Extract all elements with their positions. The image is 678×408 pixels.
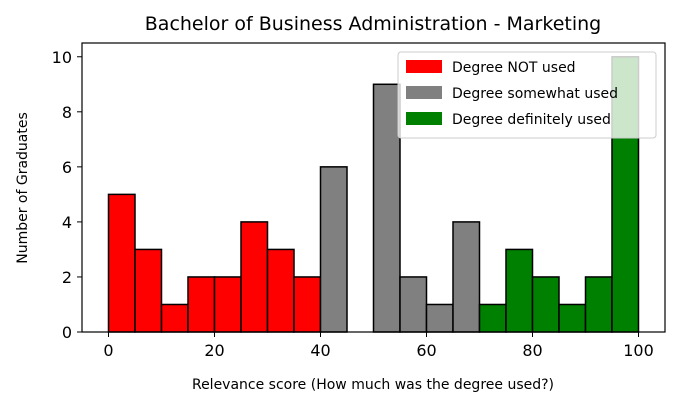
- bar: [478, 303, 507, 333]
- x-tick-label: 40: [310, 341, 330, 360]
- bar: [240, 221, 269, 333]
- y-tick-label: 0: [62, 323, 72, 342]
- bar: [107, 193, 136, 333]
- bar: [319, 166, 348, 333]
- legend-swatch: [406, 86, 442, 99]
- x-axis: 0 20 40 60 80 100: [103, 332, 654, 360]
- y-tick-label: 6: [62, 158, 72, 177]
- y-axis-label: Number of Graduates: [15, 112, 31, 264]
- bar: [213, 276, 242, 333]
- legend-label: Degree NOT used: [452, 60, 576, 76]
- x-tick-label: 0: [103, 341, 113, 360]
- bar: [425, 303, 454, 333]
- legend-box: [397, 51, 657, 139]
- x-tick-label: 60: [416, 341, 436, 360]
- x-tick-label: 100: [623, 341, 654, 360]
- plot-frame: [81, 42, 666, 333]
- legend-label: Degree definitely used: [452, 112, 611, 128]
- bar: [505, 248, 534, 333]
- legend-label: Degree somewhat used: [452, 86, 618, 102]
- bar: [266, 248, 295, 333]
- bar: [187, 276, 216, 333]
- bar: [531, 276, 560, 333]
- bar: [160, 303, 189, 333]
- bar: [372, 83, 401, 333]
- x-tick-label: 20: [204, 341, 224, 360]
- x-axis-label: Relevance score (How much was the degree…: [192, 377, 554, 393]
- y-tick-label: 8: [62, 103, 72, 122]
- chart-title: Bachelor of Business Administration - Ma…: [145, 13, 601, 35]
- bar: [558, 303, 587, 333]
- x-tick-label: 80: [522, 341, 542, 360]
- legend-swatch: [406, 60, 442, 73]
- y-tick-label: 10: [52, 48, 72, 67]
- legend-swatch: [406, 112, 442, 125]
- legend: Degree NOT used Degree somewhat used Degre…: [397, 51, 657, 139]
- bar: [584, 276, 613, 333]
- bar: [399, 276, 428, 333]
- y-tick-label: 2: [62, 268, 72, 287]
- bar: [452, 221, 481, 333]
- y-tick-label: 4: [62, 213, 72, 232]
- bar: [293, 276, 322, 333]
- y-axis: 0 2 4 6 8 10: [52, 48, 82, 342]
- bar: [134, 248, 163, 333]
